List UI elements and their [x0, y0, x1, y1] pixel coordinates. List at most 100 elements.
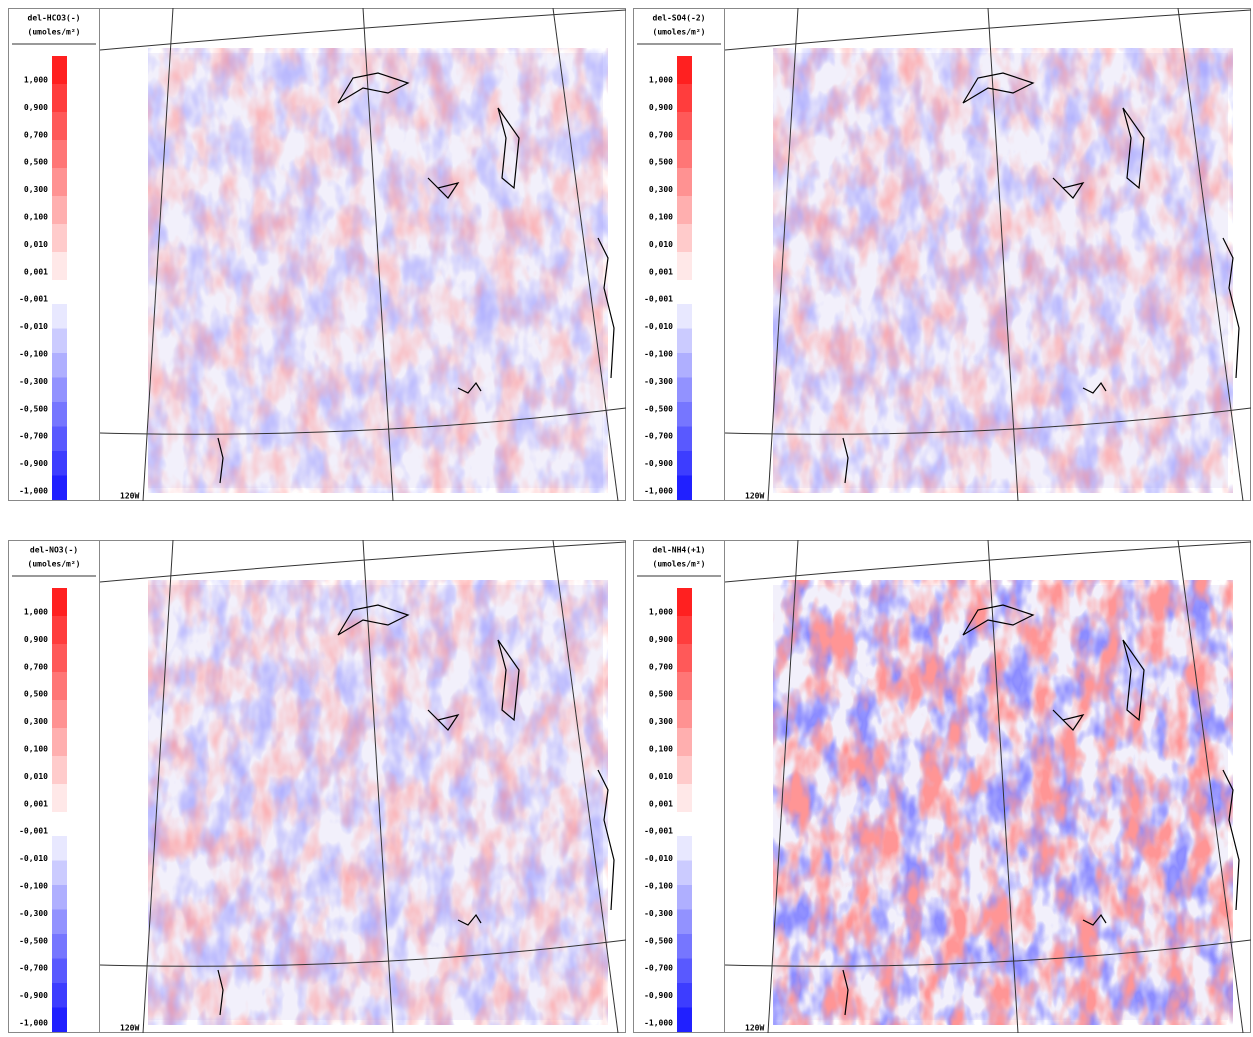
colorbar-swatch: [677, 427, 692, 452]
colorbar-label: 0,001: [649, 799, 673, 808]
colorbar-swatch: [52, 402, 67, 427]
colorbar-label: 0,010: [649, 240, 673, 249]
colorbar-swatch: [677, 934, 692, 959]
colorbar-label: 0,900: [649, 635, 673, 644]
colorbar-swatch: [677, 756, 692, 784]
colorbar-swatch: [52, 378, 67, 403]
colorbar-swatch: [52, 56, 67, 84]
colorbar-swatch: [52, 885, 67, 910]
colorbar-swatch: [52, 451, 67, 476]
field-red: [773, 53, 1228, 488]
colorbar-swatch: [677, 672, 692, 700]
colorbar-swatch: [52, 910, 67, 935]
colorbar-swatch: [677, 728, 692, 756]
colorbar-label: 0,700: [649, 662, 673, 671]
colorbar-swatch: [677, 353, 692, 378]
colorbar-swatch: [677, 252, 692, 280]
panel-svg: del-NH4(+1)(umoles/m²)1,0000,9000,7000,5…: [633, 540, 1251, 1033]
colorbar-label: 0,100: [24, 213, 48, 222]
colorbar-label: 0,010: [24, 240, 48, 249]
colorbar-swatch: [677, 910, 692, 935]
colorbar-label: -0,001: [644, 827, 673, 836]
colorbar-swatch: [677, 861, 692, 886]
colorbar-swatch: [677, 983, 692, 1008]
colorbar-label: 1,000: [649, 608, 673, 617]
colorbar-label: -0,700: [644, 964, 673, 973]
panel-units: (umoles/m²): [28, 560, 81, 569]
colorbar-swatch: [52, 616, 67, 644]
colorbar-label: -0,300: [644, 909, 673, 918]
map-label: 120W: [745, 1024, 764, 1033]
colorbar-swatch: [52, 861, 67, 886]
colorbar-label: 0,500: [649, 690, 673, 699]
colorbar-swatch: [677, 224, 692, 252]
colorbar-swatch: [677, 140, 692, 168]
panel-svg: del-SO4(-2)(umoles/m²)1,0000,9000,7000,5…: [633, 8, 1251, 501]
colorbar-label: -0,500: [19, 404, 48, 413]
colorbar-label: -0,900: [19, 459, 48, 468]
colorbar-swatch: [677, 56, 692, 84]
colorbar-swatch: [52, 168, 67, 196]
colorbar-swatch: [52, 427, 67, 452]
map-label: 120W: [120, 492, 139, 501]
colorbar-label: 0,500: [24, 690, 48, 699]
colorbar-swatch: [52, 756, 67, 784]
panel-title: del-SO4(-2): [653, 14, 706, 23]
colorbar-label: -0,100: [644, 350, 673, 359]
colorbar-label: -0,300: [19, 377, 48, 386]
colorbar-label: 0,001: [649, 267, 673, 276]
colorbar-swatch: [677, 402, 692, 427]
colorbar-swatch: [52, 224, 67, 252]
colorbar-label: 0,700: [24, 130, 48, 139]
colorbar-label: 0,500: [24, 158, 48, 167]
colorbar-swatch: [52, 700, 67, 728]
colorbar-swatch: [52, 252, 67, 280]
colorbar-swatch: [52, 934, 67, 959]
colorbar-label: -0,700: [644, 432, 673, 441]
field-red: [148, 53, 603, 488]
colorbar-label: 0,100: [24, 745, 48, 754]
colorbar-swatch: [52, 353, 67, 378]
colorbar-label: 1,000: [649, 76, 673, 85]
colorbar-label: -0,001: [644, 295, 673, 304]
colorbar-label: -0,700: [19, 432, 48, 441]
colorbar-label: 0,300: [649, 185, 673, 194]
colorbar-label: -0,100: [19, 350, 48, 359]
colorbar-label: 0,700: [24, 662, 48, 671]
colorbar-swatch: [52, 672, 67, 700]
colorbar-swatch: [52, 112, 67, 140]
colorbar-label: 1,000: [24, 608, 48, 617]
colorbar-label: -0,300: [644, 377, 673, 386]
colorbar-swatch: [52, 304, 67, 329]
colorbar-swatch: [677, 588, 692, 616]
colorbar-swatch: [677, 959, 692, 984]
panel-title: del-NO3(-): [30, 546, 78, 555]
colorbar-swatch: [52, 644, 67, 672]
colorbar-swatch: [52, 784, 67, 812]
colorbar-swatch: [677, 644, 692, 672]
field-red: [773, 585, 1228, 1020]
colorbar-label: 0,900: [24, 103, 48, 112]
colorbar-label: 0,300: [24, 717, 48, 726]
map-panel: del-SO4(-2)(umoles/m²)1,0000,9000,7000,5…: [633, 8, 1251, 501]
colorbar-swatch: [52, 140, 67, 168]
colorbar-label: -0,010: [644, 854, 673, 863]
colorbar-swatch: [677, 885, 692, 910]
colorbar-swatch: [52, 836, 67, 861]
colorbar-label: 0,300: [649, 717, 673, 726]
colorbar-label: -0,900: [644, 991, 673, 1000]
colorbar-label: 0,300: [24, 185, 48, 194]
colorbar-label: 0,100: [649, 213, 673, 222]
colorbar-swatch: [677, 1008, 692, 1033]
colorbar-swatch: [52, 84, 67, 112]
colorbar-label: 0,500: [649, 158, 673, 167]
page: del-HCO3(-)(umoles/m²)1,0000,9000,7000,5…: [0, 0, 1253, 1035]
colorbar-swatch: [677, 451, 692, 476]
panel-svg: del-HCO3(-)(umoles/m²)1,0000,9000,7000,5…: [8, 8, 626, 501]
colorbar-label: -1,000: [644, 1019, 673, 1028]
colorbar-label: -0,100: [644, 882, 673, 891]
colorbar-label: 1,000: [24, 76, 48, 85]
colorbar-swatch: [677, 836, 692, 861]
colorbar-label: -0,700: [19, 964, 48, 973]
